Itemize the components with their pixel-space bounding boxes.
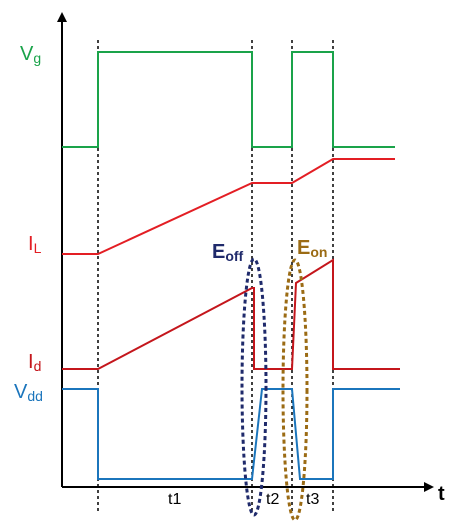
- label-part: d: [34, 358, 42, 374]
- il-label: IL: [28, 233, 42, 256]
- label-part: I: [28, 351, 34, 373]
- label-part: V: [14, 381, 28, 403]
- time-markers: [97, 40, 334, 512]
- vg-wave: [62, 51, 395, 148]
- label-part: V: [20, 43, 34, 65]
- vg-label: Vg: [20, 43, 41, 66]
- interval-label: t2: [266, 491, 279, 508]
- eoff-label: Eoff: [212, 241, 244, 264]
- interval-label: t1: [168, 491, 181, 508]
- label-part: I: [28, 233, 34, 255]
- label-part: L: [34, 240, 42, 256]
- vdd-label: Vdd: [14, 381, 43, 404]
- label-part: off: [225, 248, 243, 264]
- eon-ellipse: [281, 258, 309, 522]
- x-axis-label: t: [438, 483, 445, 505]
- label-part: E: [297, 237, 310, 259]
- label-part: on: [310, 244, 327, 260]
- id-wave: [62, 258, 400, 370]
- label-part: E: [212, 241, 225, 263]
- interval-label: t3: [306, 491, 319, 508]
- eoff-ellipse: [240, 257, 268, 517]
- eon-label: Eon: [297, 237, 327, 260]
- id-label: Id: [28, 351, 41, 374]
- il-wave: [62, 158, 395, 255]
- vdd-wave: [62, 388, 400, 480]
- label-part: g: [33, 50, 41, 66]
- label-part: dd: [27, 388, 43, 404]
